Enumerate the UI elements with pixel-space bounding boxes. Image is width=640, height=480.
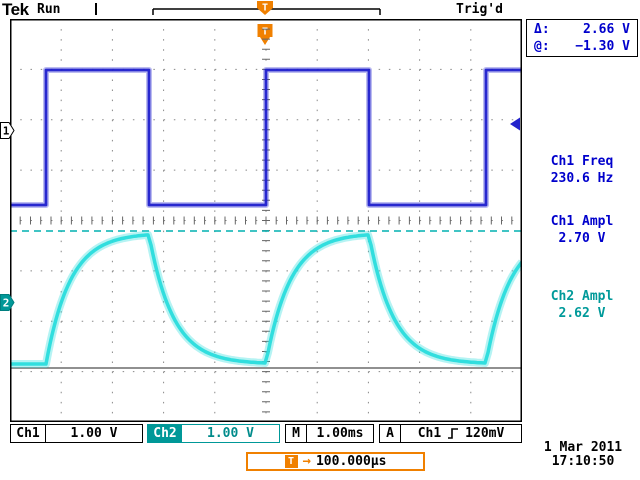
ch2-position-marker: 2 [0,294,15,311]
datetime: 1 Mar 2011 17:10:50 [530,441,636,469]
meas-ch1-ampl: Ch1 Ampl 2.70 V [526,213,638,247]
trigger-status: Trig'd [456,2,503,17]
ch2-scale-value: 1.00 V [207,426,254,441]
meas-value: 2.62 V [558,306,606,321]
trig-level: 120mV [465,426,505,441]
delta-label: Δ: [534,22,550,37]
right-arrow-icon: → [302,453,311,469]
meas-value: 230.6 Hz [550,171,614,186]
left-arrow-icon [510,117,520,131]
trigger-readout: A Ch1 120mV [379,424,522,443]
trigger-t-icon: T [284,455,298,468]
ch2-label: Ch2 [148,425,182,442]
time: 17:10:50 [551,454,615,469]
at-value: −1.30 V [575,39,630,54]
delay-value: 100.000µs [315,454,387,469]
meas-label: Ch2 Ampl [550,289,614,304]
meas-ch1-freq: Ch1 Freq 230.6 Hz [526,153,638,187]
ch1-marker-label: 1 [3,125,10,138]
trigger-level-marker [510,117,520,131]
meas-label: Ch1 Ampl [550,214,614,229]
trigger-t-icon: T [262,27,268,38]
acquisition-state: Run [37,2,61,17]
ch2-marker-label: 2 [3,297,10,310]
trig-source: Ch1 [417,426,442,441]
timebase-value: 1.00ms [316,426,364,441]
meas-label: Ch1 Freq [550,154,614,169]
trigger-t-icon: T [262,3,268,14]
cursor-readout-box: Δ: 2.66 V @: −1.30 V [526,19,638,57]
at-label: @: [534,39,550,54]
date: 1 Mar 2011 [543,440,623,455]
trig-mode-label: A [380,425,401,442]
ch2-scale-readout: Ch2 1.00 V [147,424,280,443]
rising-slope-icon [448,428,459,439]
graticule-waveform-area [10,19,522,422]
acquisition-window-bar [95,3,381,15]
delta-value: 2.66 V [583,22,630,37]
timebase-readout: M 1.00ms [285,424,374,443]
ch1-scale-readout: Ch1 1.00 V [10,424,143,443]
timebase-label: M [286,425,307,442]
horizontal-position-readout: T → 100.000µs [246,452,425,471]
meas-value: 2.70 V [558,231,606,246]
trigger-position-marker-top: T [257,1,273,15]
ch1-scale-value: 1.00 V [70,426,118,441]
ch1-label: Ch1 [11,425,46,442]
ch1-position-marker: 1 [0,122,15,139]
tek-logo: Tek [2,0,29,19]
meas-ch2-ampl: Ch2 Ampl 2.62 V [526,288,638,322]
